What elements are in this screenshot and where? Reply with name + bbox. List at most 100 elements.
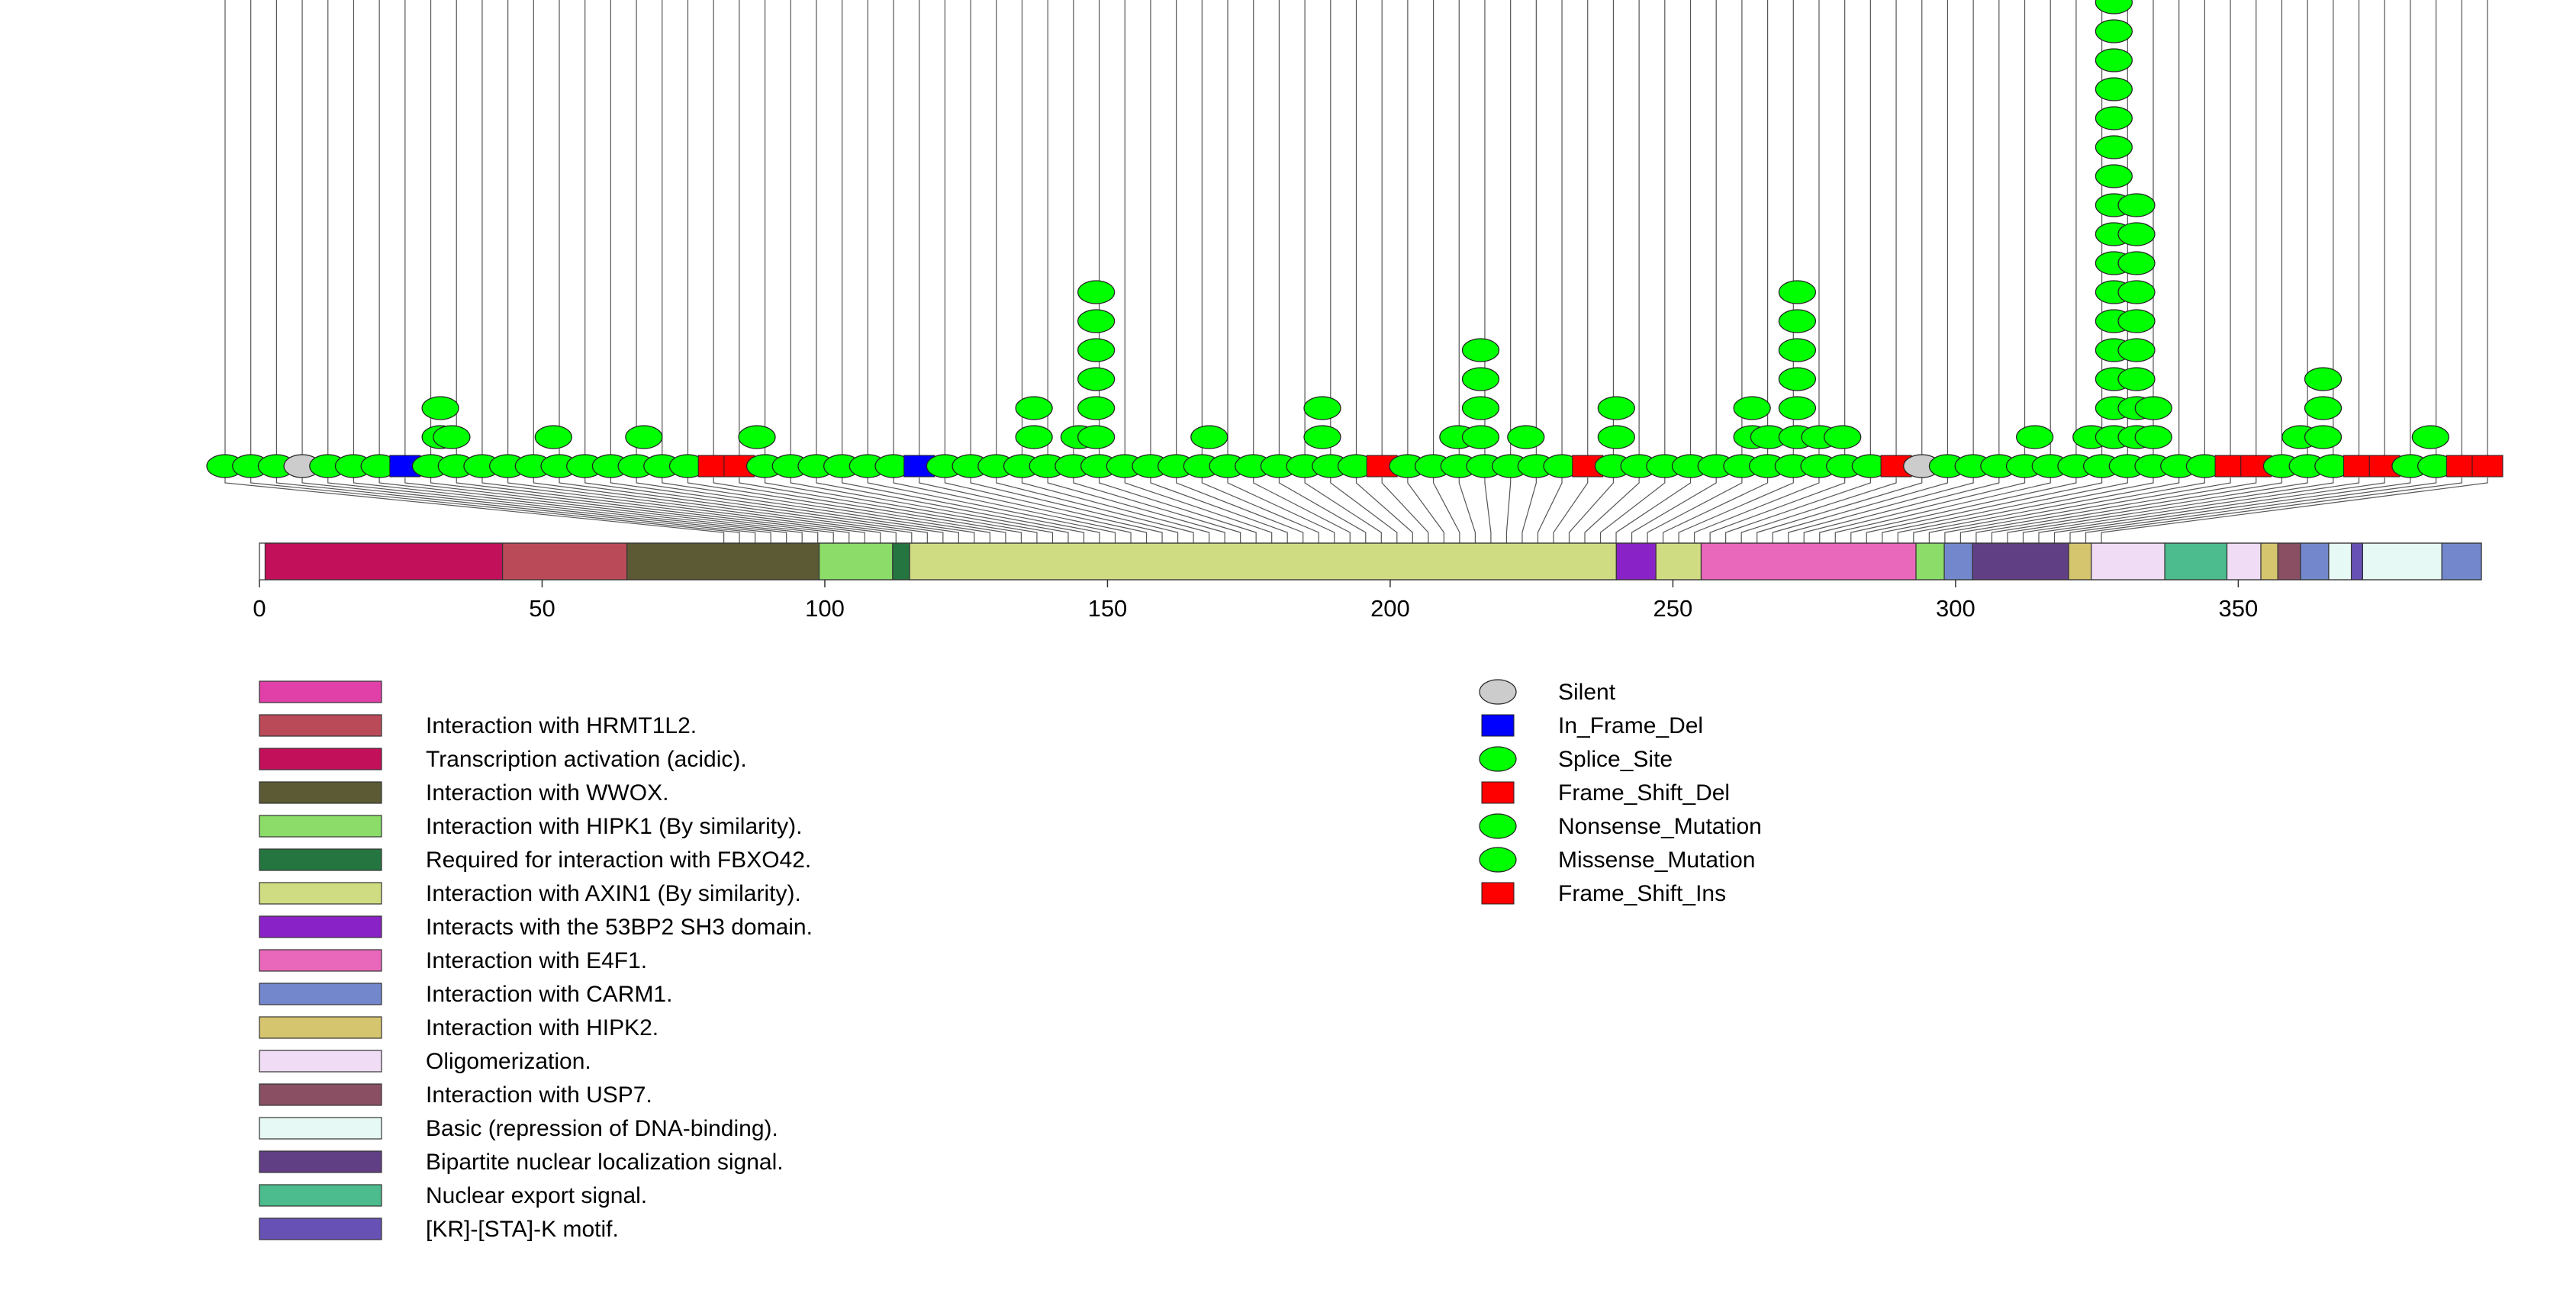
domain-legend-swatch (259, 983, 382, 1005)
stacked-mutation-marker (2117, 251, 2156, 275)
stacked-mutation-marker (1824, 425, 1862, 449)
mutation-legend-label: Frame_Shift_Del (1558, 780, 1730, 806)
mutation-legend-label: In_Frame_Del (1558, 713, 1703, 738)
mutation-legend-swatch (1481, 714, 1515, 737)
stacked-mutation-marker (2117, 280, 2156, 304)
stacked-mutation-marker (2016, 425, 2054, 449)
domain-legend-swatch (259, 1050, 382, 1073)
domain-legend-swatch (259, 680, 382, 703)
mutation-legend-swatch (1479, 679, 1517, 705)
stacked-mutation-marker (1597, 425, 1635, 449)
x-tick-label: 0 (253, 595, 266, 622)
x-tick-label: 150 (1088, 595, 1128, 622)
x-tick-label: 250 (1653, 595, 1693, 622)
stacked-mutation-marker (2117, 193, 2156, 217)
domain-legend-label: Nuclear export signal. (426, 1183, 647, 1208)
domain-legend-swatch (259, 815, 382, 838)
stacked-mutation-marker (1077, 338, 1116, 362)
domain-track-outline (259, 542, 2482, 581)
stacked-mutation-marker (433, 425, 471, 449)
domain-segment (2260, 542, 2278, 581)
mutation-stacks (421, 0, 2449, 449)
stacked-mutation-marker (2304, 367, 2343, 391)
stacked-mutation-marker (2117, 367, 2156, 391)
domain-legend-label: Interaction with CARM1. (426, 982, 672, 1007)
stacked-mutation-marker (2095, 0, 2133, 14)
mutation-type-legend: Silent In_Frame_Del Splice_Site Frame_Shift… (1479, 679, 1762, 906)
stacked-mutation-marker (1461, 396, 1500, 420)
stacked-mutation-marker (1778, 338, 1817, 362)
mutation-legend-swatch (1481, 882, 1515, 905)
stacked-mutation-marker (1077, 425, 1116, 449)
domain-legend-swatch (259, 714, 382, 737)
mutation-legend-label: Nonsense_Mutation (1558, 814, 1762, 839)
domain-legend-swatch (259, 748, 382, 770)
domain-legend-label: Interaction with E4F1. (426, 948, 647, 973)
domain-segment (264, 542, 504, 581)
domain-segment (1700, 542, 1917, 581)
stacked-mutation-marker (1461, 425, 1500, 449)
stacked-mutation-marker (2095, 164, 2133, 188)
domain-legend-label: Interaction with HRMT1L2. (426, 713, 697, 738)
domain-segment (1615, 542, 1657, 581)
domain-segment (2362, 542, 2442, 581)
stacked-mutation-marker (2117, 309, 2156, 333)
stacked-mutation-marker (1733, 396, 1771, 420)
stacked-mutation-marker (1778, 396, 1817, 420)
stacked-mutation-marker (1190, 425, 1228, 449)
domain-legend-swatch (259, 1150, 382, 1173)
stacked-mutation-marker (738, 425, 776, 449)
protein-domain-track (259, 542, 2482, 581)
domain-segment (1972, 542, 2069, 581)
domain-legend-label: Required for interaction with FBXO42. (426, 848, 811, 873)
domain-segment (2441, 542, 2482, 581)
domain-segment (1655, 542, 1702, 581)
stacked-mutation-marker (1597, 396, 1635, 420)
domain-segment (502, 542, 628, 581)
stacked-mutation-marker (2095, 135, 2133, 159)
stacked-mutation-marker (1015, 425, 1053, 449)
mutation-legend-label: Splice_Site (1558, 747, 1673, 772)
mutation-legend-label: Missense_Mutation (1558, 848, 1755, 873)
domain-segment (2277, 542, 2301, 581)
domain-legend-swatch (259, 1016, 382, 1039)
domain-segment (2350, 542, 2363, 581)
domain-segment (2068, 542, 2092, 581)
domain-segment (2226, 542, 2262, 581)
stacked-mutation-marker (2095, 19, 2133, 43)
stacked-mutation-marker (1077, 309, 1116, 333)
x-tick-label: 200 (1370, 595, 1410, 622)
stacked-mutation-marker (1461, 338, 1500, 362)
domain-legend-label: Oligomerization. (426, 1049, 591, 1074)
domain-legend-swatch (259, 882, 382, 905)
stacked-mutation-marker (1077, 396, 1116, 420)
domain-legend-label: Interaction with AXIN1 (By similarity). (426, 881, 801, 906)
x-tick-label: 350 (2219, 595, 2259, 622)
domain-legend-label: Transcription activation (acidic). (426, 747, 747, 772)
x-tick-label: 300 (1936, 595, 1975, 622)
domain-segment (1915, 542, 1945, 581)
domain-legend-label: Basic (repression of DNA-binding). (426, 1116, 778, 1141)
domain-segment (818, 542, 894, 581)
domain-legend-swatch (259, 1184, 382, 1207)
stacked-mutation-marker (2134, 396, 2172, 420)
domain-legend-swatch (259, 1217, 382, 1240)
domain-segment (626, 542, 820, 581)
mutation-legend-swatch (1479, 847, 1517, 873)
mutation-legend-swatch (1481, 781, 1515, 804)
domain-segment (2091, 542, 2165, 581)
stacked-mutation-marker (2095, 77, 2133, 101)
stacked-mutation-marker (2304, 425, 2343, 449)
mutation-stems (224, 0, 2488, 456)
stacked-mutation-marker (1461, 367, 1500, 391)
stacked-mutation-marker (2095, 106, 2133, 130)
stacked-mutation-marker (2117, 222, 2156, 246)
stacked-mutation-marker (1778, 280, 1817, 304)
domain-legend-label: Interaction with HIPK1 (By similarity). (426, 814, 802, 839)
domain-legend-label: Interaction with HIPK2. (426, 1015, 658, 1041)
domain-legend-label: [KR]-[STA]-K motif. (426, 1217, 619, 1242)
domain-legend-label: Interaction with WWOX. (426, 780, 668, 806)
mutation-legend-label: Silent (1558, 680, 1616, 705)
